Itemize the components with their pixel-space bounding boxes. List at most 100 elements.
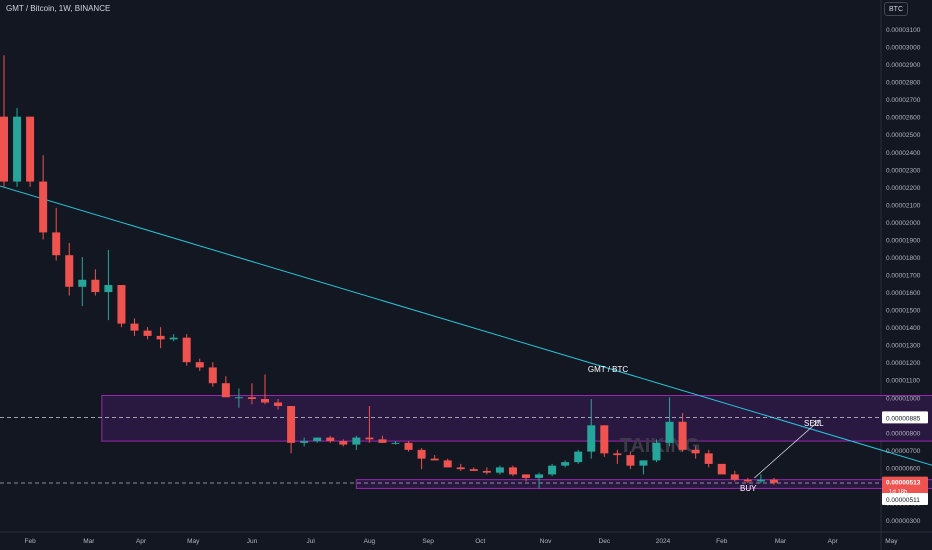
x-tick-label: May [187, 538, 200, 545]
candle [613, 449, 622, 464]
candle [378, 435, 387, 443]
candle-body [704, 453, 713, 464]
candle [639, 460, 648, 475]
candle-body [13, 116, 22, 182]
y-tick-label: 0.00001800 [886, 255, 921, 262]
candle-body [456, 467, 465, 470]
zones: TAIKING [101, 394, 932, 489]
candle [52, 207, 61, 261]
price-axis: 0.00003100 0.00003000 0.00002900 0.00002800… [882, 27, 928, 525]
candle [287, 406, 296, 454]
candle [182, 334, 191, 366]
candles [0, 55, 778, 489]
candle-body [287, 406, 296, 443]
candle-body [613, 453, 622, 456]
arrow-head-icon [813, 419, 820, 426]
candle [65, 242, 74, 296]
y-tick-label: 0.00003000 [886, 45, 921, 52]
y-tick-label: 0.00001700 [886, 273, 921, 280]
x-tick-label: Jun [247, 538, 258, 545]
y-tick-label: 0.00000800 [886, 430, 921, 437]
x-tick-label: Feb [716, 538, 728, 545]
candle-body [561, 462, 570, 466]
x-tick-label: Feb [24, 538, 36, 545]
x-tick-label: 2024 [656, 538, 671, 545]
candle [300, 437, 309, 447]
y-tick-label: 0.00001000 [886, 395, 921, 402]
y-tick-label: 0.00000700 [886, 448, 921, 455]
x-tick-label: Jul [307, 538, 316, 545]
candle [39, 155, 48, 240]
current-price-box [882, 476, 928, 497]
candle-body [443, 460, 452, 468]
candle [352, 435, 361, 450]
pair-label: GMT / BTC [588, 365, 629, 374]
time-axis: Feb Mar Apr May Jun Jul Aug Sep Oct Nov Dec 2024 Feb… [24, 538, 898, 545]
candle [769, 477, 778, 485]
x-tick-label: Apr [828, 538, 839, 545]
candle [548, 463, 557, 477]
candle [247, 383, 256, 405]
y-tick-label: 0.00001300 [886, 343, 921, 350]
candle-body [404, 442, 413, 450]
candle [91, 269, 100, 296]
candle-body [522, 474, 530, 478]
candle-body [52, 232, 61, 256]
candle-body [691, 449, 700, 454]
level-label-lower: 0.00000511 [886, 497, 920, 504]
annotations: GMT / BTC SELL BUY [588, 365, 824, 493]
y-tick-label: 0.00002000 [886, 220, 921, 227]
candle-body [221, 383, 230, 398]
candle-body [652, 442, 661, 461]
candle-body [391, 442, 400, 444]
currency-button[interactable]: BTC [884, 2, 908, 16]
candle-body [626, 455, 635, 466]
candle-body [143, 330, 152, 336]
y-tick-label: 0.00002100 [886, 202, 921, 209]
candle [443, 458, 452, 468]
candle-body [665, 421, 674, 443]
candle [665, 397, 674, 447]
candle-body [169, 337, 178, 340]
candle-body [91, 279, 100, 293]
candle-body [0, 116, 8, 182]
candle-body [26, 116, 35, 182]
candle [678, 413, 687, 452]
candle [691, 446, 700, 459]
candle [469, 467, 478, 471]
candle-body [495, 467, 504, 473]
y-tick-label: 0.00002500 [886, 132, 921, 139]
candle [574, 449, 583, 464]
candle-body [234, 397, 243, 399]
candle-body [508, 467, 517, 475]
candle [78, 256, 87, 307]
candle-body [117, 285, 126, 324]
candle-body [339, 441, 348, 445]
y-tick-label: 0.00002800 [886, 80, 921, 87]
candle-body [717, 463, 726, 475]
candle-body [535, 474, 544, 478]
candle-body [756, 479, 765, 482]
candle [117, 285, 126, 328]
candle [143, 327, 152, 340]
y-tick-label: 0.00002400 [886, 150, 921, 157]
candle [704, 449, 713, 468]
candle-body [378, 439, 387, 443]
candle-body [313, 437, 322, 442]
candle [535, 472, 544, 489]
sell-arrow-line [754, 419, 820, 479]
candle-body [247, 397, 256, 400]
candle [26, 116, 35, 187]
candle-body [574, 451, 583, 463]
candle [600, 425, 609, 457]
y-tick-label: 0.00003100 [886, 27, 921, 34]
candle [561, 460, 570, 468]
level-label-box [882, 411, 928, 424]
candle [391, 441, 400, 445]
candle-body [156, 335, 165, 340]
candle-body [182, 337, 191, 363]
candle [365, 406, 374, 443]
support-zone [355, 479, 932, 489]
